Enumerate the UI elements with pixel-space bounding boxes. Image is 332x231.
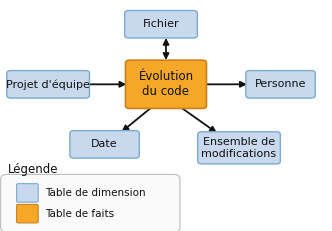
Text: Table de dimension: Table de dimension [45, 188, 145, 198]
Text: Personne: Personne [255, 79, 306, 89]
Text: Légende: Légende [8, 163, 59, 176]
FancyBboxPatch shape [7, 71, 89, 98]
Text: Table de faits: Table de faits [45, 209, 114, 219]
FancyBboxPatch shape [198, 132, 280, 164]
FancyBboxPatch shape [1, 174, 180, 231]
Text: Ensemble de
modifications: Ensemble de modifications [202, 137, 277, 159]
Text: Date: Date [91, 139, 118, 149]
Text: Évolution
du code: Évolution du code [138, 70, 194, 98]
FancyBboxPatch shape [70, 131, 139, 158]
FancyBboxPatch shape [246, 71, 315, 98]
Text: Projet d'équipe: Projet d'équipe [6, 79, 90, 90]
FancyBboxPatch shape [17, 204, 38, 223]
FancyBboxPatch shape [124, 10, 197, 38]
FancyBboxPatch shape [17, 184, 38, 202]
Text: Fichier: Fichier [143, 19, 179, 29]
FancyBboxPatch shape [125, 60, 207, 109]
